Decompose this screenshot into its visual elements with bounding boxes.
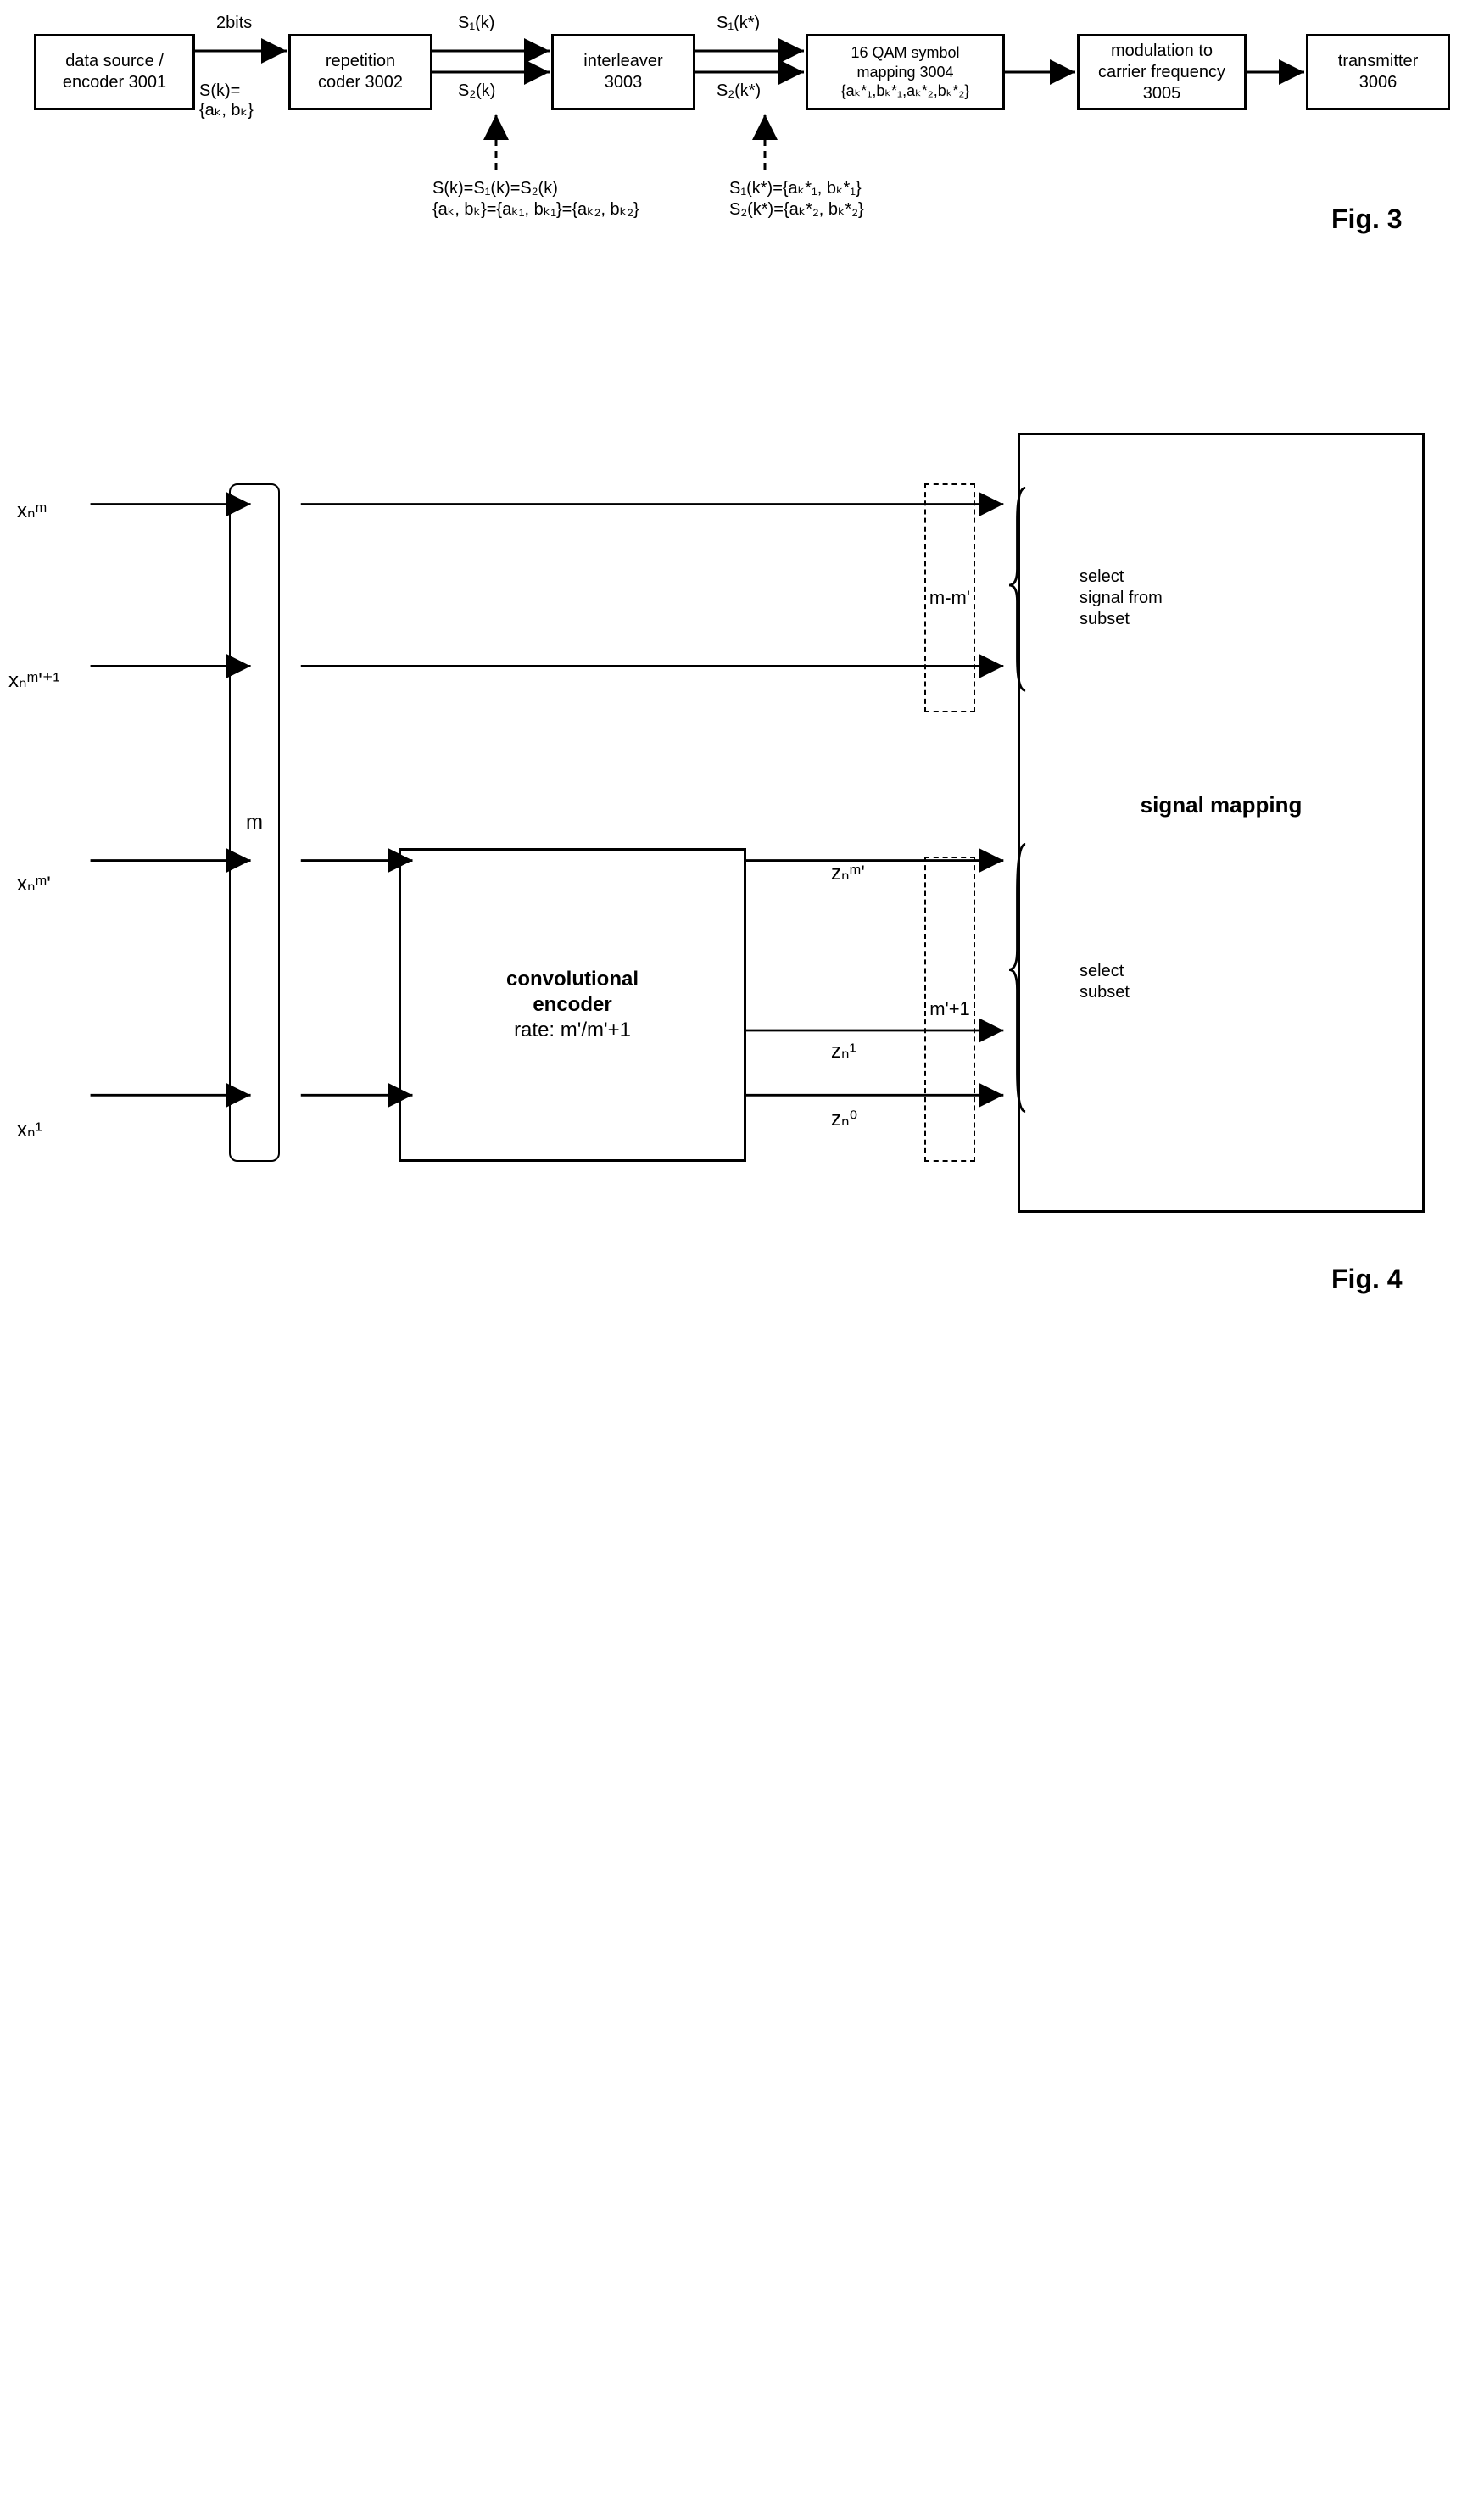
note-line: S(k)=S₁(k)=S₂(k) [432,178,704,199]
box-line: 3005 [1143,83,1181,104]
label-sk-braces: {aₖ, bₖ} [199,100,254,121]
box-line: mapping 3004 [856,63,953,82]
box-line: 16 QAM symbol [851,43,959,63]
label-2bits: 2bits [216,13,252,34]
label-s1k: S₁(k) [458,13,494,34]
x-top: xₙᵐ [17,499,47,524]
note-sk-equals: S(k)=S₁(k)=S₂(k) {aₖ, bₖ}={aₖ₁, bₖ₁}={aₖ… [432,178,704,221]
label-s2k: S₂(k) [458,81,495,102]
sigmap-title: signal mapping [1020,791,1422,819]
box-line: {aₖ*₁,bₖ*₁,aₖ*₂,bₖ*₂} [841,81,970,101]
box-qam-mapping: 16 QAM symbol mapping 3004 {aₖ*₁,bₖ*₁,aₖ… [806,34,1005,110]
z-mid: zₙ¹ [831,1039,856,1064]
box-line: coder 3002 [318,72,403,93]
m-label: m [246,811,263,835]
label-s2kstar: S₂(k*) [717,81,761,102]
conv-title: convolutional [506,967,639,992]
note-skstar-equals: S₁(k*)={aₖ*₁, bₖ*₁} S₂(k*)={aₖ*₂, bₖ*₂} [729,178,950,221]
mp1-label: m'+1 [929,998,970,1020]
conv-sub: encoder [533,992,611,1018]
mp1-group-box: m'+1 [924,857,975,1162]
box-modulation: modulation to carrier frequency 3005 [1077,34,1247,110]
box-repetition-coder: repetition coder 3002 [288,34,432,110]
box-conv-encoder: convolutional encoder rate: m'/m'+1 [399,848,746,1162]
x-bot: xₙ¹ [17,1118,42,1143]
mm-group-box: m-m' [924,483,975,712]
note-line: S₁(k*)={aₖ*₁, bₖ*₁} [729,178,950,199]
figure-3: data source / encoder 3001 repetition co… [34,34,1450,305]
caption-fig3: Fig. 3 [1331,204,1403,235]
box-line: repetition [326,51,395,72]
box-interleaver: interleaver 3003 [551,34,695,110]
m-group-box: m [229,483,280,1162]
box-line: 3003 [605,72,643,93]
z-bot: zₙ⁰ [831,1107,857,1132]
label-s1kstar: S₁(k*) [717,13,760,34]
conv-rate: rate: m'/m'+1 [514,1018,631,1043]
mm-label: m-m' [929,587,970,609]
box-line: 3006 [1359,72,1398,93]
note-line: {aₖ, bₖ}={aₖ₁, bₖ₁}={aₖ₂, bₖ₂} [432,199,704,221]
box-data-source: data source / encoder 3001 [34,34,195,110]
figure-4: m convolutional encoder rate: m'/m'+1 m-… [34,407,1450,1298]
z-top: zₙᵐ' [831,861,865,886]
label-sk-eq: S(k)= [199,81,240,102]
box-line: data source / [65,51,164,72]
brace-bot-label: select subset [1080,961,1130,1003]
box-line: modulation to [1111,41,1213,62]
note-line: S₂(k*)={aₖ*₂, bₖ*₂} [729,199,950,221]
caption-fig4: Fig. 4 [1331,1264,1403,1295]
x-midbot: xₙᵐ' [17,872,51,897]
brace-top-label: select signal from subset [1080,567,1163,630]
box-transmitter: transmitter 3006 [1306,34,1450,110]
box-line: carrier frequency [1098,62,1225,83]
box-signal-mapping: select signal from subset select subset … [1018,433,1425,1213]
x-midtop: xₙᵐ'⁺¹ [8,668,60,694]
box-line: encoder 3001 [63,72,166,93]
box-line: interleaver [583,51,662,72]
box-line: transmitter [1338,51,1418,72]
